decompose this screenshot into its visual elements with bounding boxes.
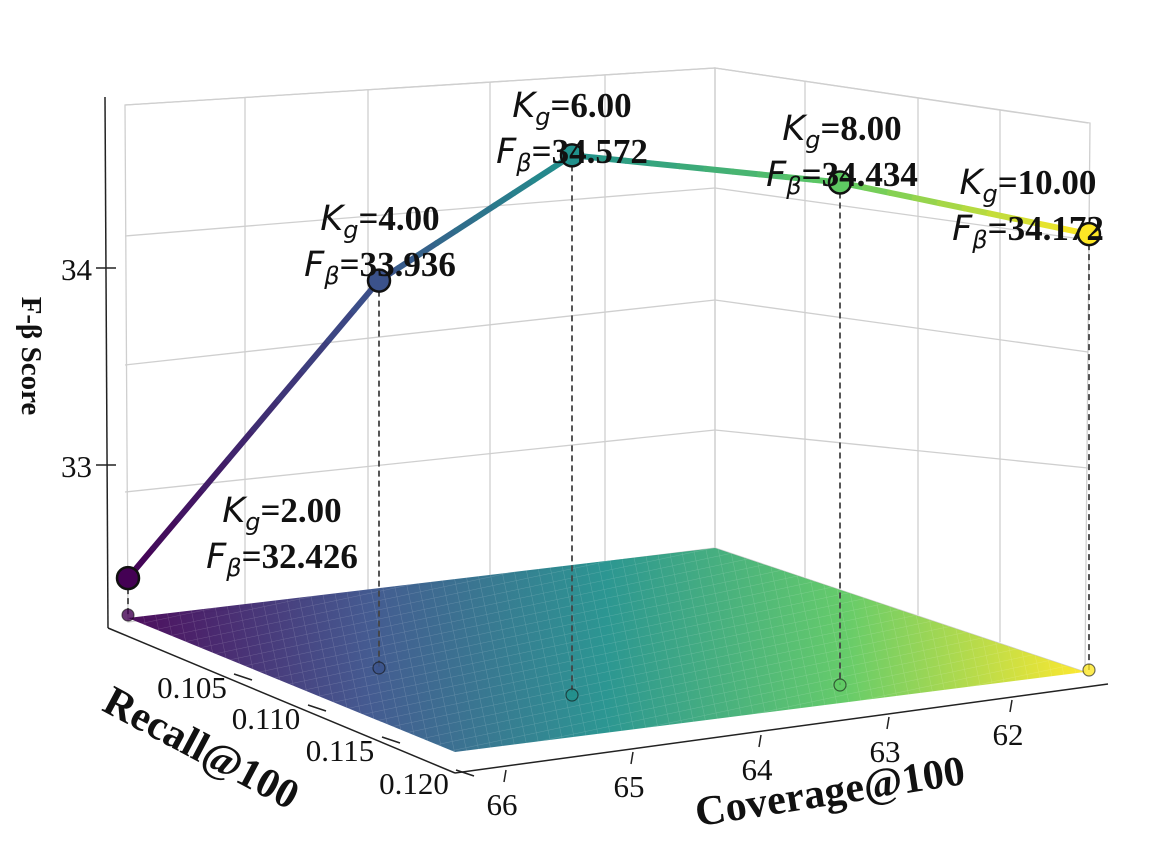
surface: [128, 548, 1085, 752]
axes: [104, 96, 1109, 774]
line-segment: [200, 456, 232, 492]
y-tick-label: 0.120: [379, 766, 449, 801]
x-tick: [886, 716, 890, 730]
line-segment: [250, 396, 282, 433]
line-segment: [676, 163, 709, 172]
y-tick-label: 0.105: [157, 670, 227, 705]
annotation-k: Kg=2.00: [222, 491, 341, 536]
line-segment: [300, 337, 332, 373]
grid-line: [124, 67, 716, 106]
y-tick: [381, 736, 401, 744]
x-tick-label: 63: [870, 734, 901, 769]
y-tick: [307, 704, 327, 712]
floor-marker: [121, 608, 135, 622]
line-segment: [1011, 215, 1043, 227]
line-segment: [1036, 220, 1068, 232]
x-tick: [503, 769, 507, 783]
y-tick: [233, 673, 253, 681]
x-tick: [758, 734, 762, 748]
line-segment: [861, 184, 893, 196]
x-tick: [630, 751, 634, 765]
line-segment: [395, 252, 421, 272]
grid-line: [714, 299, 1089, 353]
series-line: [125, 152, 1092, 582]
floor-marker: [833, 678, 847, 692]
line-segment: [622, 157, 656, 167]
annotation-f: Fβ=34.172: [952, 209, 1104, 254]
z-tick-label: 34: [61, 252, 93, 287]
annotation-f: Fβ=33.936: [304, 245, 456, 290]
grid-line: [124, 187, 716, 237]
x-tick-label: 65: [614, 769, 645, 804]
floor-marker: [1082, 663, 1096, 677]
floor-marker: [565, 688, 579, 702]
line-segment: [433, 227, 460, 247]
line-segment: [472, 202, 498, 221]
annotation-k: Kg=6.00: [512, 86, 631, 131]
data-point: [559, 143, 585, 168]
annotation-k: Kg=4.00: [320, 199, 439, 244]
line-segment: [325, 307, 357, 344]
x-tick-label: 66: [487, 787, 518, 822]
floor-marker: [372, 661, 386, 675]
data-point: [366, 268, 392, 293]
z-axis-line: [104, 96, 109, 629]
line-segment: [961, 205, 993, 217]
series-markers: [115, 143, 1102, 591]
line-segment: [886, 189, 918, 201]
line-segment: [986, 210, 1018, 222]
line-segment: [275, 366, 307, 403]
data-point: [115, 565, 141, 591]
line-segment: [911, 194, 943, 207]
annotation-k: Kg=8.00: [782, 109, 901, 154]
y-tick-label: 0.115: [306, 733, 375, 768]
z-tick-label: 33: [61, 449, 92, 484]
y-tick-label: 0.110: [232, 701, 301, 736]
line-segment: [150, 515, 182, 552]
line-segment: [756, 171, 790, 181]
line-segment: [649, 160, 683, 170]
line-segment: [783, 174, 817, 183]
line-segment: [491, 189, 518, 209]
line-segment: [703, 165, 736, 175]
line-segment: [225, 426, 257, 463]
line-segment: [453, 214, 479, 234]
x-tick-label: 64: [742, 752, 774, 787]
line-segment: [414, 240, 440, 259]
annotations: Kg=2.00Fβ=32.426Kg=4.00Fβ=33.936Kg=6.00F…: [206, 86, 1104, 582]
grid-line: [714, 67, 1089, 124]
gridlines: [124, 67, 1089, 643]
surface-mesh: [128, 548, 1085, 752]
x-axis-label: Coverage@100: [692, 748, 968, 836]
annotation-f: Fβ=32.426: [206, 537, 358, 582]
annotation-k: Kg=10.00: [960, 163, 1097, 208]
line-segment: [175, 485, 207, 522]
y-axis-line: [107, 627, 456, 774]
grid-line: [714, 429, 1089, 469]
x-tick-label: 62: [993, 717, 1024, 752]
line-segment: [530, 164, 556, 184]
data-point: [1076, 221, 1102, 247]
x-axis-line: [454, 683, 1109, 774]
z-axis-label: F-β Score: [15, 297, 47, 416]
line-segment: [595, 155, 629, 164]
grid-line: [124, 429, 716, 493]
data-point: [827, 170, 853, 195]
x-tick: [1009, 699, 1013, 713]
line-segment: [511, 177, 537, 196]
annotation-f: Fβ=34.572: [496, 132, 648, 177]
line-segment: [729, 168, 763, 178]
y-tick: [455, 769, 475, 777]
line-segment: [936, 200, 968, 212]
grid-line: [714, 187, 1089, 241]
drop-lines: [121, 155, 1096, 702]
grid-line: [124, 299, 716, 366]
annotation-f: Fβ=34.434: [766, 155, 918, 200]
